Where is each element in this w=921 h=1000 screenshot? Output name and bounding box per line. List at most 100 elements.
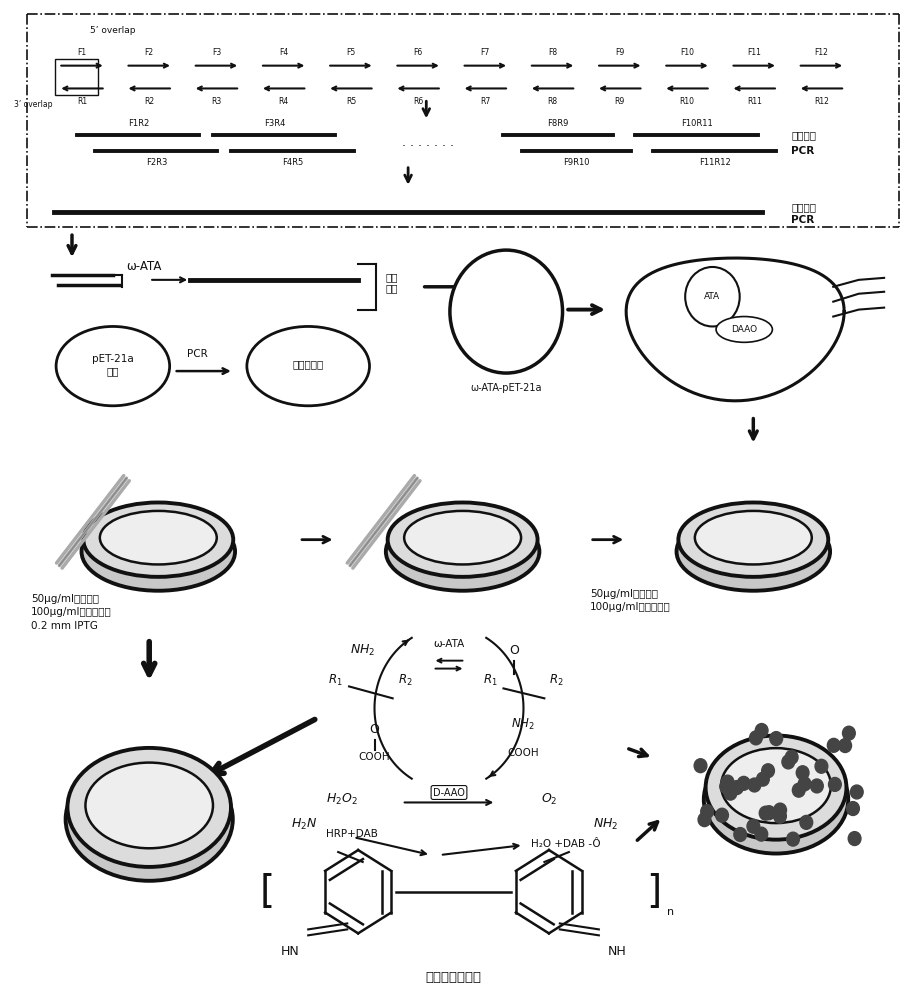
Circle shape bbox=[721, 775, 734, 789]
Ellipse shape bbox=[65, 758, 233, 881]
Ellipse shape bbox=[694, 511, 811, 564]
Circle shape bbox=[827, 738, 840, 752]
Polygon shape bbox=[626, 258, 845, 401]
Ellipse shape bbox=[388, 502, 538, 577]
Circle shape bbox=[756, 772, 769, 786]
Circle shape bbox=[782, 755, 795, 769]
Circle shape bbox=[848, 832, 861, 845]
Circle shape bbox=[846, 802, 859, 815]
Text: F1R2: F1R2 bbox=[128, 119, 149, 128]
Text: F2R3: F2R3 bbox=[146, 158, 168, 167]
Text: 50μg/ml卡那霉素
100μg/ml氯苄青霉素: 50μg/ml卡那霉素 100μg/ml氯苄青霉素 bbox=[589, 589, 670, 612]
Circle shape bbox=[716, 808, 729, 822]
Text: R11: R11 bbox=[747, 97, 762, 106]
Bar bbox=[54, 59, 99, 95]
Text: F2: F2 bbox=[145, 48, 154, 57]
Circle shape bbox=[829, 777, 841, 791]
Circle shape bbox=[774, 803, 787, 817]
Text: F4: F4 bbox=[279, 48, 288, 57]
Text: $R_2$: $R_2$ bbox=[398, 672, 413, 688]
Text: R3: R3 bbox=[211, 97, 222, 106]
Text: $R_2$: $R_2$ bbox=[549, 672, 564, 688]
Ellipse shape bbox=[679, 502, 828, 577]
Circle shape bbox=[734, 828, 747, 841]
Text: O: O bbox=[369, 723, 379, 736]
Circle shape bbox=[800, 815, 812, 829]
Circle shape bbox=[843, 726, 856, 740]
Circle shape bbox=[786, 750, 798, 764]
Circle shape bbox=[787, 832, 799, 846]
Ellipse shape bbox=[721, 748, 831, 823]
Text: R10: R10 bbox=[680, 97, 694, 106]
Text: DAAO: DAAO bbox=[731, 325, 757, 334]
Circle shape bbox=[755, 827, 768, 841]
Circle shape bbox=[799, 777, 811, 791]
Text: R7: R7 bbox=[480, 97, 491, 106]
Text: F1: F1 bbox=[77, 48, 87, 57]
Circle shape bbox=[698, 813, 711, 827]
Circle shape bbox=[694, 759, 707, 773]
Text: F10: F10 bbox=[680, 48, 694, 57]
Text: n: n bbox=[667, 907, 674, 917]
Text: F10R11: F10R11 bbox=[682, 119, 713, 128]
Text: 线性化载体: 线性化载体 bbox=[293, 359, 324, 369]
Text: $R_1$: $R_1$ bbox=[328, 672, 343, 688]
Circle shape bbox=[763, 806, 775, 820]
Text: R5: R5 bbox=[345, 97, 356, 106]
Text: R4: R4 bbox=[278, 97, 289, 106]
Ellipse shape bbox=[716, 317, 773, 342]
Text: F5: F5 bbox=[346, 48, 356, 57]
Text: $NH_2$: $NH_2$ bbox=[592, 817, 618, 832]
Ellipse shape bbox=[404, 511, 521, 564]
Ellipse shape bbox=[86, 763, 213, 848]
Text: R9: R9 bbox=[614, 97, 625, 106]
Ellipse shape bbox=[82, 512, 235, 591]
Circle shape bbox=[839, 739, 852, 753]
Text: COOH: COOH bbox=[507, 748, 540, 758]
Text: R6: R6 bbox=[413, 97, 424, 106]
Circle shape bbox=[774, 809, 787, 823]
Text: $NH_2$: $NH_2$ bbox=[350, 643, 376, 658]
Text: [: [ bbox=[260, 873, 275, 911]
Circle shape bbox=[792, 783, 805, 797]
Text: PCR: PCR bbox=[187, 349, 208, 359]
Text: F8: F8 bbox=[548, 48, 557, 57]
Text: COOH: COOH bbox=[358, 752, 391, 762]
Text: $O_2$: $O_2$ bbox=[541, 791, 557, 807]
Circle shape bbox=[701, 805, 714, 819]
Text: $H_2N$: $H_2N$ bbox=[291, 817, 317, 832]
Text: O: O bbox=[509, 644, 519, 657]
Text: $H_2O_2$: $H_2O_2$ bbox=[326, 791, 357, 807]
Text: PCR: PCR bbox=[791, 215, 815, 225]
Ellipse shape bbox=[247, 326, 369, 406]
Text: 50μg/ml卡那霉素
100μg/ml氯苄青霉素
0.2 mm IPTG: 50μg/ml卡那霉素 100μg/ml氯苄青霉素 0.2 mm IPTG bbox=[31, 594, 111, 631]
Text: F9: F9 bbox=[615, 48, 624, 57]
Circle shape bbox=[724, 786, 737, 800]
Text: 3’ overlap: 3’ overlap bbox=[14, 100, 52, 109]
Text: ]: ] bbox=[646, 873, 661, 911]
Text: R1: R1 bbox=[77, 97, 87, 106]
Circle shape bbox=[748, 778, 761, 792]
Circle shape bbox=[850, 785, 863, 799]
Ellipse shape bbox=[386, 512, 540, 591]
Circle shape bbox=[738, 776, 750, 790]
Circle shape bbox=[449, 250, 563, 373]
Text: $R_1$: $R_1$ bbox=[483, 672, 497, 688]
Ellipse shape bbox=[677, 512, 830, 591]
Ellipse shape bbox=[56, 326, 169, 406]
Text: ω-ATA-pET-21a: ω-ATA-pET-21a bbox=[471, 383, 542, 393]
Ellipse shape bbox=[84, 502, 233, 577]
Text: D-AAO: D-AAO bbox=[433, 788, 465, 798]
Text: 醒类红褐色沉淠: 醒类红褐色沉淠 bbox=[426, 971, 482, 984]
Text: 无缝
克隆: 无缝 克隆 bbox=[385, 272, 398, 294]
Text: F6: F6 bbox=[414, 48, 423, 57]
Circle shape bbox=[762, 764, 775, 778]
Text: H₂O +DAB -Ô: H₂O +DAB -Ô bbox=[530, 839, 600, 849]
Text: F3R4: F3R4 bbox=[264, 119, 286, 128]
Circle shape bbox=[747, 819, 760, 833]
Text: ATA: ATA bbox=[705, 292, 720, 301]
Circle shape bbox=[685, 267, 740, 326]
Circle shape bbox=[720, 780, 732, 793]
Text: F12: F12 bbox=[814, 48, 828, 57]
Text: F4R5: F4R5 bbox=[282, 158, 303, 167]
